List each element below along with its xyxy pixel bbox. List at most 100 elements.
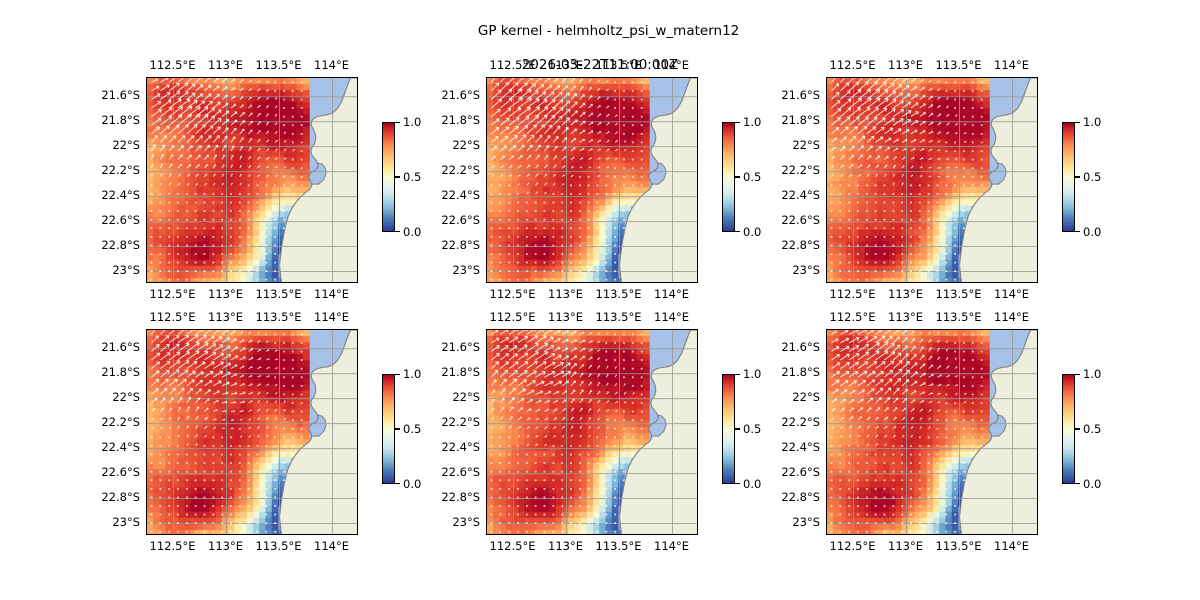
map-axes[interactable] [486, 77, 698, 283]
map-axes[interactable] [826, 77, 1038, 283]
colorbar-tick [1075, 230, 1080, 232]
land-polygon [618, 330, 697, 534]
xtick-label-bottom: 112.5°E [489, 287, 536, 301]
ytick-label: 22°S [452, 137, 480, 152]
ytick-label: 22.6°S [441, 464, 480, 479]
xtick-label-bottom: 113.5°E [935, 539, 982, 553]
ytick-label: 23°S [112, 262, 140, 277]
colorbar-tick-label: 1.0 [743, 115, 762, 129]
ytick-label: 22.8°S [101, 237, 140, 252]
colorbar-tick [735, 482, 740, 484]
ytick-label: 22.4°S [101, 187, 140, 202]
ytick-label: 22.2°S [781, 162, 820, 177]
xtick-label-bottom: 112.5°E [489, 539, 536, 553]
colorbar-tick [735, 122, 740, 124]
xtick-label-top: 114°E [654, 58, 689, 72]
xtick-label-top: 112.5°E [149, 58, 196, 72]
xtick-label-bottom: 113.5°E [255, 287, 302, 301]
colorbar-tick-label: 0.5 [1083, 422, 1102, 436]
xtick-label-top: 113°E [548, 58, 583, 72]
xtick-label-bottom: 113.5°E [935, 287, 982, 301]
xtick-label-top: 113.5°E [935, 310, 982, 324]
ytick-label: 22.6°S [101, 212, 140, 227]
colorbar-tick [735, 176, 740, 178]
ytick-label: 22.6°S [101, 464, 140, 479]
figure-title: GP kernel - helmholtz_psi_w_matern12 202… [0, 6, 1200, 108]
quiver-overlay [150, 330, 303, 533]
xtick-label-top: 113°E [208, 310, 243, 324]
colorbar-tick [1075, 428, 1080, 430]
xtick-label-top: 114°E [314, 58, 349, 72]
colorbar-tick [735, 428, 740, 430]
xtick-label-top: 112.5°E [149, 310, 196, 324]
colorbar-tick [735, 230, 740, 232]
colorbar-tick-label: 0.0 [1083, 477, 1102, 491]
xtick-label-bottom: 114°E [314, 287, 349, 301]
xtick-label-bottom: 112.5°E [829, 539, 876, 553]
colorbar-tick [735, 374, 740, 376]
ytick-label: 22.2°S [101, 414, 140, 429]
colorbar-tick [395, 122, 400, 124]
xtick-label-top: 112.5°E [829, 310, 876, 324]
ytick-label: 22.4°S [781, 187, 820, 202]
xtick-label-bottom: 113°E [208, 287, 243, 301]
figure-title-line2: 2026-03-22T11:00:00Z [521, 57, 679, 73]
quiver-overlay [830, 78, 983, 281]
xtick-label-bottom: 113.5°E [595, 287, 642, 301]
ytick-label: 21.8°S [781, 364, 820, 379]
map-gridlines [487, 330, 697, 534]
ytick-label: 22.8°S [101, 489, 140, 504]
ytick-label: 21.6°S [101, 339, 140, 354]
colorbar-gradient [382, 122, 395, 232]
xtick-label-top: 113°E [208, 58, 243, 72]
map-axes[interactable] [826, 329, 1038, 535]
ytick-label: 22.8°S [441, 237, 480, 252]
xtick-label-bottom: 114°E [654, 539, 689, 553]
land-polygon [958, 330, 1037, 534]
figure-title-line1: GP kernel - helmholtz_psi_w_matern12 [477, 23, 740, 39]
map-gridlines [147, 78, 357, 282]
xtick-label-top: 114°E [654, 310, 689, 324]
ytick-label: 23°S [792, 514, 820, 529]
quiver-overlay [490, 78, 643, 281]
colorbar-tick-label: 1.0 [1083, 115, 1102, 129]
ytick-label: 23°S [792, 262, 820, 277]
quiver-overlay [490, 330, 643, 533]
colorbar-tick-label: 0.5 [403, 422, 422, 436]
xtick-label-top: 112.5°E [489, 58, 536, 72]
xtick-label-top: 113.5°E [255, 310, 302, 324]
map-axes[interactable] [146, 77, 358, 283]
colorbar-gradient [382, 374, 395, 484]
map-axes[interactable] [486, 329, 698, 535]
xtick-label-bottom: 113°E [548, 287, 583, 301]
scalar-field-heatmap [147, 330, 310, 534]
ytick-label: 23°S [452, 514, 480, 529]
ytick-label: 21.8°S [101, 112, 140, 127]
xtick-label-bottom: 113°E [888, 539, 923, 553]
colorbar-tick-label: 0.0 [743, 225, 762, 239]
colorbar-tick-label: 0.0 [1083, 225, 1102, 239]
xtick-label-top: 114°E [994, 310, 1029, 324]
xtick-label-bottom: 114°E [994, 287, 1029, 301]
xtick-label-top: 113.5°E [255, 58, 302, 72]
colorbar-tick-label: 1.0 [403, 115, 422, 129]
ytick-label: 22.2°S [101, 162, 140, 177]
map-axes[interactable] [146, 329, 358, 535]
ytick-label: 22.8°S [781, 237, 820, 252]
colorbar-tick [1075, 482, 1080, 484]
ytick-label: 22°S [792, 137, 820, 152]
colorbar-tick-label: 0.0 [743, 477, 762, 491]
xtick-label-top: 113.5°E [595, 58, 642, 72]
xtick-label-top: 113°E [888, 310, 923, 324]
ytick-label: 22.4°S [101, 439, 140, 454]
colorbar-gradient [1062, 122, 1075, 232]
xtick-label-bottom: 113°E [208, 539, 243, 553]
colorbar-tick-label: 0.0 [403, 225, 422, 239]
ytick-label: 22.6°S [781, 464, 820, 479]
ytick-label: 21.6°S [441, 87, 480, 102]
ytick-label: 21.8°S [781, 112, 820, 127]
xtick-label-bottom: 114°E [994, 539, 1029, 553]
xtick-label-bottom: 114°E [654, 287, 689, 301]
xtick-label-bottom: 112.5°E [149, 539, 196, 553]
